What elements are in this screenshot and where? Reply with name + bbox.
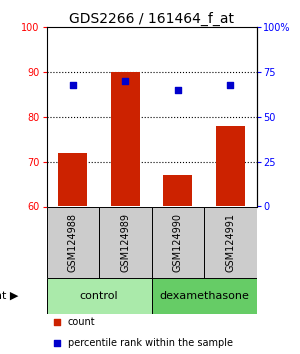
Bar bbox=[99, 206, 152, 279]
Bar bbox=[163, 175, 192, 206]
Bar bbox=[111, 72, 140, 206]
Bar bbox=[204, 206, 256, 279]
Point bbox=[55, 320, 59, 325]
Text: control: control bbox=[80, 291, 118, 302]
Text: GSM124989: GSM124989 bbox=[120, 213, 130, 272]
Bar bbox=[152, 206, 204, 279]
Bar bbox=[216, 126, 245, 206]
Text: count: count bbox=[68, 318, 95, 327]
Bar bbox=[58, 153, 87, 206]
Text: dexamethasone: dexamethasone bbox=[159, 291, 249, 302]
Point bbox=[228, 82, 233, 88]
Bar bbox=[46, 206, 99, 279]
Bar bbox=[152, 279, 256, 314]
Bar bbox=[46, 279, 152, 314]
Point bbox=[123, 78, 128, 83]
Point bbox=[70, 82, 75, 88]
Point bbox=[55, 340, 59, 346]
Text: GSM124990: GSM124990 bbox=[173, 213, 183, 272]
Text: GSM124991: GSM124991 bbox=[225, 213, 235, 272]
Title: GDS2266 / 161464_f_at: GDS2266 / 161464_f_at bbox=[69, 11, 234, 25]
Point bbox=[175, 87, 180, 92]
Text: agent ▶: agent ▶ bbox=[0, 291, 19, 302]
Text: GSM124988: GSM124988 bbox=[68, 213, 78, 272]
Text: percentile rank within the sample: percentile rank within the sample bbox=[68, 338, 232, 348]
